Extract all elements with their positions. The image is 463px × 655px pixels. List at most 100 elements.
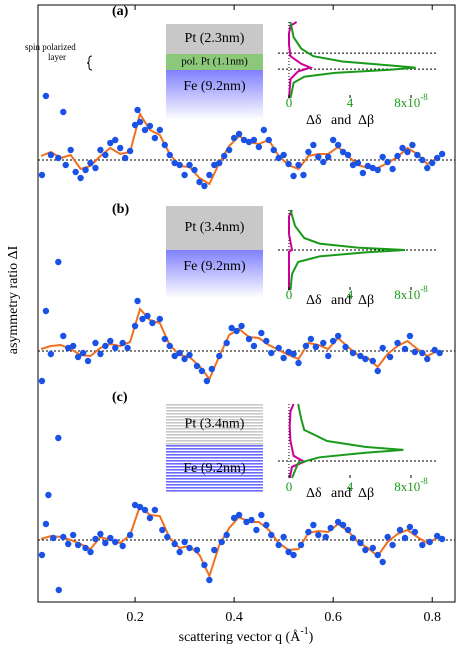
- data-point: [144, 312, 151, 320]
- plot-frame: [37, 4, 456, 603]
- data-point: [357, 352, 364, 360]
- x-tick-label: 0.2: [126, 610, 144, 625]
- data-point: [65, 344, 72, 352]
- x-axis-label: scattering vector q (Å-1): [179, 626, 314, 645]
- layer-stripe: [166, 472, 263, 474]
- data-point: [275, 344, 282, 352]
- data-point: [297, 541, 305, 549]
- data-point: [82, 166, 89, 174]
- data-point: [112, 136, 119, 144]
- data-point: [245, 138, 253, 146]
- inset-tick-text: 0: [286, 95, 293, 110]
- data-point: [379, 344, 386, 352]
- data-point: [131, 121, 139, 129]
- layer-label: Fe (9.2nm): [183, 79, 246, 94]
- data-point: [131, 501, 139, 509]
- layer-stripe: [166, 460, 263, 462]
- data-point: [166, 151, 173, 159]
- data-point: [201, 561, 208, 569]
- data-point: [50, 534, 57, 542]
- data-point: [362, 546, 369, 554]
- data-point: [280, 354, 287, 362]
- data-point: [223, 531, 230, 539]
- inset-tick-text: 4: [347, 95, 354, 110]
- data-point: [87, 548, 94, 556]
- data-point: [394, 152, 401, 160]
- inset-tick-label: 0: [286, 479, 293, 494]
- data-point: [344, 526, 352, 534]
- data-point: [240, 136, 248, 144]
- data-point: [389, 541, 396, 549]
- data-point: [164, 533, 171, 541]
- data-point: [359, 169, 367, 177]
- data-point: [171, 352, 178, 360]
- data-point: [191, 166, 198, 174]
- data-point: [121, 154, 129, 162]
- data-point: [136, 118, 144, 126]
- inset-tick-text: 8x10: [394, 479, 420, 494]
- data-point: [228, 324, 235, 332]
- data-point: [159, 526, 166, 534]
- data-point: [253, 526, 260, 534]
- data-point: [97, 530, 104, 538]
- data-point: [386, 353, 394, 361]
- x-label-text: scattering vector q (Å: [179, 629, 302, 645]
- data-point: [349, 534, 357, 542]
- data-point: [151, 134, 159, 142]
- data-point: [62, 161, 69, 169]
- data-point: [327, 524, 334, 532]
- data-point: [329, 136, 337, 144]
- data-point: [305, 148, 312, 156]
- data-point: [300, 171, 307, 179]
- data-point: [126, 531, 134, 539]
- layer-stripe: [166, 434, 263, 436]
- data-point: [414, 151, 421, 159]
- data-point: [384, 533, 391, 541]
- data-point: [426, 538, 433, 546]
- data-point: [354, 159, 362, 167]
- layer-stripe: [166, 448, 263, 450]
- data-point: [146, 514, 154, 522]
- data-point: [374, 367, 381, 375]
- data-point: [139, 315, 146, 323]
- data-point: [290, 551, 297, 559]
- layer-stripe: [166, 490, 263, 492]
- layer-stripe: [166, 443, 263, 445]
- data-point: [79, 349, 87, 357]
- layer-stripe: [166, 487, 263, 489]
- data-point: [399, 144, 406, 152]
- data-point: [320, 339, 327, 347]
- data-point: [102, 342, 109, 350]
- data-point: [325, 352, 332, 360]
- data-point: [55, 154, 62, 162]
- data-point: [307, 335, 315, 343]
- layer-stripe: [166, 478, 263, 480]
- data-point: [329, 337, 337, 345]
- data-point: [131, 322, 139, 330]
- data-point: [255, 143, 263, 151]
- layer-stripe: [166, 437, 263, 439]
- data-point: [433, 532, 441, 540]
- data-point: [310, 141, 317, 149]
- data-point: [285, 160, 292, 168]
- legend-delta: Δδ: [306, 486, 322, 501]
- data-point: [404, 148, 411, 156]
- data-point: [280, 533, 287, 541]
- layer-stripe: [166, 413, 263, 415]
- data-point: [146, 122, 154, 130]
- data-point: [362, 355, 369, 363]
- data-point: [265, 136, 272, 144]
- data-point: [42, 92, 50, 100]
- data-point: [198, 367, 206, 375]
- data-point: [235, 130, 243, 138]
- data-point: [401, 345, 409, 353]
- layer-label: pol. Pt (1.1nm): [181, 56, 248, 68]
- data-point: [119, 339, 126, 347]
- x-tick-label: 0.6: [324, 610, 342, 625]
- layer-stripe: [166, 463, 263, 465]
- data-point: [67, 146, 74, 154]
- data-point: [275, 154, 282, 162]
- data-point: [409, 141, 416, 149]
- data-point: [186, 161, 193, 169]
- data-point: [235, 511, 243, 519]
